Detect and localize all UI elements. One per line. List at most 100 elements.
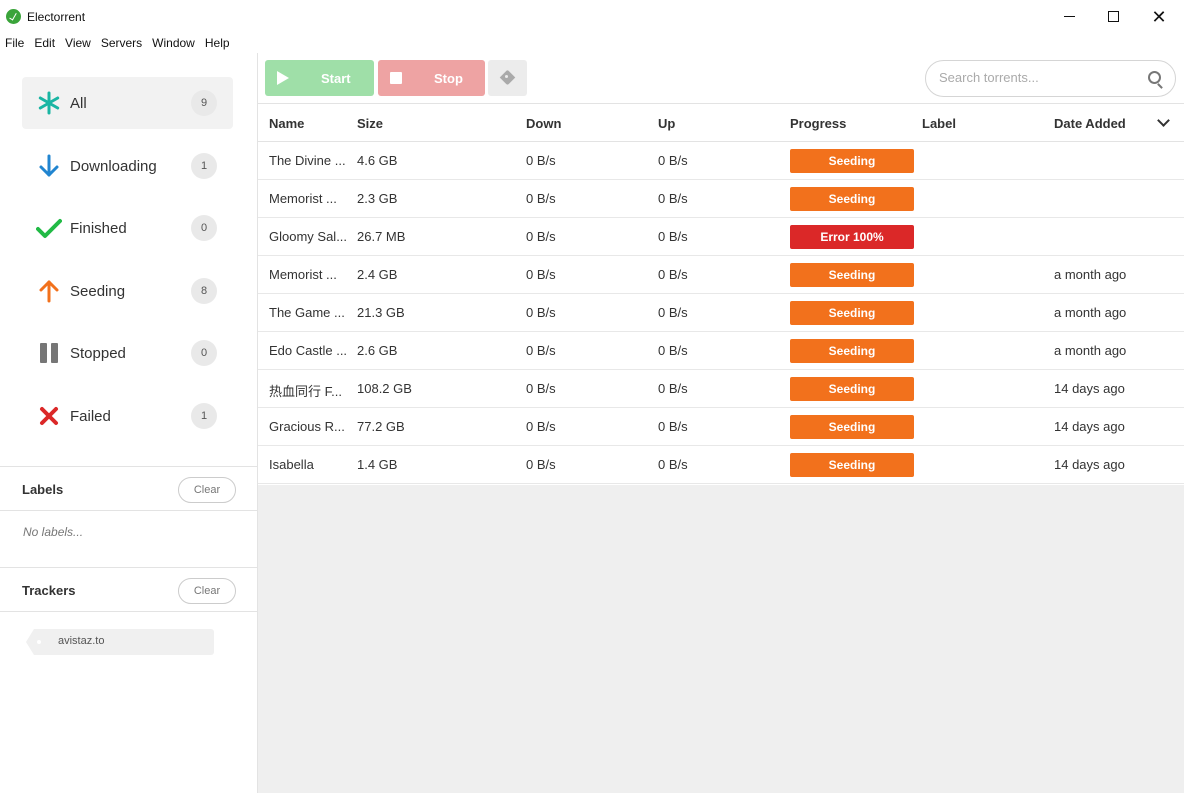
column-header-up[interactable]: Up [658, 116, 676, 131]
app-logo-icon [6, 9, 21, 24]
labels-section-header: Labels Clear [0, 466, 257, 511]
cell-up: 0 B/s [658, 457, 688, 472]
filter-count: 0 [191, 215, 217, 241]
cell-up: 0 B/s [658, 381, 688, 396]
label-button[interactable] [488, 60, 527, 96]
cell-up: 0 B/s [658, 229, 688, 244]
x-icon [36, 403, 62, 429]
filter-finished[interactable]: Finished 0 [22, 202, 233, 254]
filter-all[interactable]: All 9 [22, 77, 233, 129]
menu-edit[interactable]: Edit [34, 36, 56, 50]
filter-seeding[interactable]: Seeding 8 [22, 265, 233, 317]
close-button[interactable]: ✕ [1136, 0, 1182, 33]
filter-count: 1 [191, 403, 217, 429]
cell-size: 108.2 GB [357, 381, 412, 396]
menu-help[interactable]: Help [204, 36, 230, 50]
close-icon: ✕ [1151, 6, 1167, 27]
arrow-down-icon [36, 153, 62, 179]
table-row[interactable]: Isabella 1.4 GB 0 B/s 0 B/s 14 days ago Seedi… [258, 446, 1184, 484]
maximize-button[interactable] [1090, 0, 1136, 33]
filter-count: 9 [191, 90, 217, 116]
cell-name: Edo Castle ... [269, 343, 348, 358]
cell-size: 2.6 GB [357, 343, 398, 358]
minimize-button[interactable] [1046, 0, 1092, 33]
toolbar: Start Stop [258, 53, 1184, 103]
filter-count: 8 [191, 278, 217, 304]
progress-badge: Seeding [790, 415, 914, 439]
table-row[interactable]: The Divine ... 4.6 GB 0 B/s 0 B/s Seeding [258, 142, 1184, 180]
table-row[interactable]: Memorist ... 2.4 GB 0 B/s 0 B/s a month ago S… [258, 256, 1184, 294]
column-header-progress[interactable]: Progress [790, 116, 847, 131]
title-bar: Electorrent ✕ [0, 0, 1184, 33]
progress-badge: Seeding [790, 187, 914, 211]
progress-badge: Seeding [790, 301, 914, 325]
cell-up: 0 B/s [658, 267, 688, 282]
tracker-tag[interactable]: avistaz.to [26, 629, 214, 655]
sidebar: All 9 Downloading 1 Finished 0 Seeding 8… [0, 53, 258, 793]
column-header-label[interactable]: Label [922, 116, 956, 131]
tag-icon [499, 69, 515, 86]
column-header-down[interactable]: Down [526, 116, 562, 131]
filter-label: Failed [70, 407, 111, 425]
cell-date-added: a month ago [1054, 305, 1127, 320]
stop-button[interactable]: Stop [378, 60, 485, 96]
cell-name: Memorist ... [269, 267, 337, 282]
filter-failed[interactable]: Failed 1 [22, 390, 233, 442]
cell-down: 0 B/s [526, 381, 556, 396]
cell-name: Isabella [269, 457, 314, 472]
minimize-icon [1063, 16, 1075, 17]
stop-label: Stop [434, 71, 463, 86]
cell-name: Memorist ... [269, 191, 337, 206]
filter-downloading[interactable]: Downloading 1 [22, 140, 233, 192]
clear-trackers-button[interactable]: Clear [178, 578, 236, 604]
cell-down: 0 B/s [526, 343, 556, 358]
cell-date-added: a month ago [1054, 343, 1127, 358]
search-icon[interactable] [1148, 71, 1161, 84]
cell-up: 0 B/s [658, 343, 688, 358]
progress-badge: Seeding [790, 377, 914, 401]
cell-size: 4.6 GB [357, 153, 398, 168]
progress-badge: Error 100% [790, 225, 914, 249]
cell-size: 1.4 GB [357, 457, 398, 472]
cell-name: The Game ... [269, 305, 345, 320]
chevron-down-icon[interactable] [1157, 114, 1170, 127]
window-title: Electorrent [27, 10, 86, 24]
menu-file[interactable]: File [5, 36, 25, 50]
cell-up: 0 B/s [658, 153, 688, 168]
cell-date-added: 14 days ago [1054, 457, 1125, 472]
column-header-date-added[interactable]: Date Added [1054, 116, 1126, 131]
cell-down: 0 B/s [526, 305, 556, 320]
cell-down: 0 B/s [526, 457, 556, 472]
cell-date-added: 14 days ago [1054, 419, 1125, 434]
progress-badge: Seeding [790, 263, 914, 287]
pause-icon [36, 340, 62, 366]
labels-title: Labels [22, 482, 64, 497]
menu-servers[interactable]: Servers [100, 36, 143, 50]
menu-window[interactable]: Window [152, 36, 195, 50]
table-row[interactable]: The Game ... 21.3 GB 0 B/s 0 B/s a month ago… [258, 294, 1184, 332]
table-row[interactable]: Gloomy Sal... 26.7 MB 0 B/s 0 B/s Error 100% [258, 218, 1184, 256]
maximize-icon [1107, 11, 1119, 22]
cell-size: 21.3 GB [357, 305, 405, 320]
menu-view[interactable]: View [65, 36, 91, 50]
filter-count: 1 [191, 153, 217, 179]
table-row[interactable]: Edo Castle ... 2.6 GB 0 B/s 0 B/s a month ag… [258, 332, 1184, 370]
clear-labels-button[interactable]: Clear [178, 477, 236, 503]
arrow-up-icon [36, 278, 62, 304]
table-row[interactable]: Memorist ... 2.3 GB 0 B/s 0 B/s Seeding [258, 180, 1184, 218]
column-header-name[interactable]: Name [269, 116, 305, 131]
table-row[interactable]: Gracious R... 77.2 GB 0 B/s 0 B/s 14 days ag… [258, 408, 1184, 446]
cell-down: 0 B/s [526, 419, 556, 434]
search-input[interactable] [939, 70, 1139, 85]
stop-icon [390, 72, 402, 84]
table-body: The Divine ... 4.6 GB 0 B/s 0 B/s Seeding Mem… [258, 142, 1184, 484]
column-header-size[interactable]: Size [357, 116, 384, 131]
start-button[interactable]: Start [265, 60, 374, 96]
filter-stopped[interactable]: Stopped 0 [22, 327, 233, 379]
no-labels-text: No labels... [23, 525, 84, 539]
search-box[interactable] [925, 60, 1176, 97]
filter-label: All [70, 94, 87, 112]
table-row[interactable]: 热血同行 F... 108.2 GB 0 B/s 0 B/s 14 days ago Se… [258, 370, 1184, 408]
cell-size: 2.3 GB [357, 191, 398, 206]
cell-name: Gracious R... [269, 419, 345, 434]
